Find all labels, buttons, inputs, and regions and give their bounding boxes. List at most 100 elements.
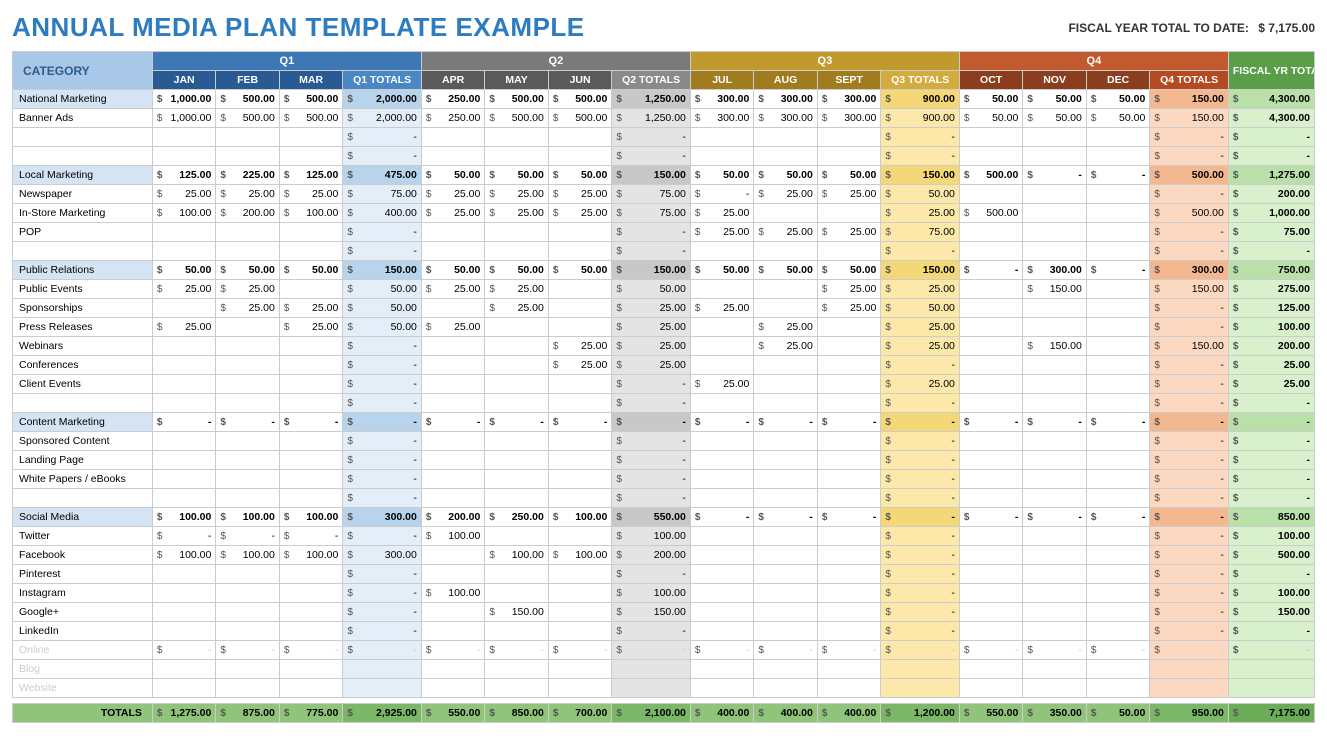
data-cell[interactable]: $- xyxy=(817,413,880,432)
data-cell[interactable] xyxy=(485,432,548,451)
data-cell[interactable] xyxy=(817,356,880,375)
data-cell[interactable]: $100.00 xyxy=(421,527,484,546)
data-cell[interactable] xyxy=(1023,394,1086,413)
data-cell[interactable]: $500.00 xyxy=(279,90,342,109)
data-cell[interactable] xyxy=(1086,622,1149,641)
data-cell[interactable] xyxy=(817,584,880,603)
data-cell[interactable]: $100.00 xyxy=(612,527,691,546)
data-cell[interactable]: $- xyxy=(421,641,484,660)
data-cell[interactable]: $- xyxy=(881,641,960,660)
data-cell[interactable]: $- xyxy=(612,375,691,394)
data-cell[interactable]: $- xyxy=(612,413,691,432)
data-cell[interactable] xyxy=(754,299,817,318)
data-cell[interactable]: $150.00 xyxy=(1150,90,1229,109)
data-cell[interactable]: $400.00 xyxy=(343,204,422,223)
data-cell[interactable] xyxy=(817,603,880,622)
data-cell[interactable] xyxy=(690,242,753,261)
data-cell[interactable] xyxy=(959,451,1022,470)
data-cell[interactable]: $50.00 xyxy=(485,166,548,185)
data-cell[interactable]: $- xyxy=(754,413,817,432)
data-cell[interactable] xyxy=(548,128,611,147)
data-cell[interactable]: $- xyxy=(216,413,279,432)
data-cell[interactable] xyxy=(754,204,817,223)
data-cell[interactable] xyxy=(421,603,484,622)
data-cell[interactable] xyxy=(1086,147,1149,166)
data-cell[interactable]: $50.00 xyxy=(1023,109,1086,128)
data-cell[interactable] xyxy=(959,546,1022,565)
data-cell[interactable]: $- xyxy=(881,128,960,147)
data-cell[interactable]: $- xyxy=(1150,356,1229,375)
data-cell[interactable]: $- xyxy=(1150,242,1229,261)
data-cell[interactable]: $- xyxy=(612,565,691,584)
data-cell[interactable] xyxy=(548,318,611,337)
data-cell[interactable] xyxy=(485,242,548,261)
data-cell[interactable]: $- xyxy=(1150,299,1229,318)
data-cell[interactable]: $300.00 xyxy=(817,90,880,109)
data-cell[interactable]: $- xyxy=(881,527,960,546)
data-cell[interactable] xyxy=(216,622,279,641)
data-cell[interactable] xyxy=(421,394,484,413)
data-cell[interactable] xyxy=(279,489,342,508)
data-cell[interactable] xyxy=(421,375,484,394)
data-cell[interactable] xyxy=(152,451,215,470)
data-cell[interactable]: $- xyxy=(1150,603,1229,622)
data-cell[interactable] xyxy=(1086,375,1149,394)
data-cell[interactable]: $100.00 xyxy=(612,584,691,603)
data-cell[interactable] xyxy=(216,375,279,394)
data-cell[interactable]: $50.00 xyxy=(421,261,484,280)
data-cell[interactable] xyxy=(216,660,279,679)
data-cell[interactable] xyxy=(548,584,611,603)
data-cell[interactable]: $- xyxy=(343,451,422,470)
data-cell[interactable] xyxy=(690,318,753,337)
data-cell[interactable] xyxy=(959,679,1022,698)
data-cell[interactable] xyxy=(152,242,215,261)
data-cell[interactable] xyxy=(754,603,817,622)
data-cell[interactable]: $500.00 xyxy=(959,166,1022,185)
data-cell[interactable] xyxy=(216,147,279,166)
data-cell[interactable]: $25.00 xyxy=(485,280,548,299)
data-cell[interactable]: $50.00 xyxy=(343,299,422,318)
data-cell[interactable] xyxy=(1086,470,1149,489)
data-cell[interactable] xyxy=(959,603,1022,622)
data-cell[interactable]: $150.00 xyxy=(1023,337,1086,356)
data-cell[interactable] xyxy=(216,565,279,584)
data-cell[interactable] xyxy=(959,660,1022,679)
data-cell[interactable] xyxy=(612,660,691,679)
data-cell[interactable]: $50.00 xyxy=(959,109,1022,128)
data-cell[interactable]: $- xyxy=(1150,128,1229,147)
data-cell[interactable] xyxy=(1023,622,1086,641)
data-cell[interactable]: $300.00 xyxy=(754,90,817,109)
data-cell[interactable]: $- xyxy=(1150,641,1229,660)
data-cell[interactable] xyxy=(485,527,548,546)
data-cell[interactable]: $25.00 xyxy=(690,223,753,242)
data-cell[interactable] xyxy=(421,223,484,242)
data-cell[interactable] xyxy=(279,242,342,261)
data-cell[interactable] xyxy=(1023,223,1086,242)
data-cell[interactable]: $- xyxy=(881,508,960,527)
data-cell[interactable]: $25.00 xyxy=(548,185,611,204)
data-cell[interactable] xyxy=(817,489,880,508)
data-cell[interactable] xyxy=(690,565,753,584)
data-cell[interactable]: $- xyxy=(485,641,548,660)
data-cell[interactable] xyxy=(959,489,1022,508)
data-cell[interactable] xyxy=(485,451,548,470)
data-cell[interactable] xyxy=(817,432,880,451)
data-cell[interactable]: $75.00 xyxy=(612,204,691,223)
data-cell[interactable] xyxy=(279,280,342,299)
data-cell[interactable]: $500.00 xyxy=(548,90,611,109)
data-cell[interactable]: $200.00 xyxy=(421,508,484,527)
data-cell[interactable] xyxy=(959,622,1022,641)
data-cell[interactable]: $50.00 xyxy=(817,261,880,280)
data-cell[interactable]: $- xyxy=(343,394,422,413)
data-cell[interactable]: $300.00 xyxy=(1150,261,1229,280)
data-cell[interactable]: $- xyxy=(1086,261,1149,280)
data-cell[interactable]: $50.00 xyxy=(343,318,422,337)
data-cell[interactable] xyxy=(279,584,342,603)
data-cell[interactable]: $300.00 xyxy=(817,109,880,128)
data-cell[interactable]: $- xyxy=(612,394,691,413)
data-cell[interactable]: $- xyxy=(485,413,548,432)
data-cell[interactable]: $100.00 xyxy=(152,508,215,527)
data-cell[interactable] xyxy=(690,394,753,413)
data-cell[interactable] xyxy=(152,489,215,508)
data-cell[interactable]: $50.00 xyxy=(959,90,1022,109)
